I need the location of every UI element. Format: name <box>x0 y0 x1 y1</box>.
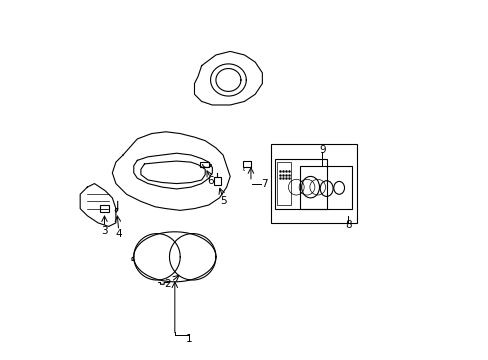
Bar <box>271 144 356 223</box>
Bar <box>242 161 250 167</box>
Text: 7: 7 <box>260 179 267 189</box>
Text: 9: 9 <box>318 145 325 155</box>
Text: 1: 1 <box>185 334 192 344</box>
Text: 8: 8 <box>344 220 351 230</box>
Bar <box>274 158 326 208</box>
Bar <box>100 205 108 212</box>
Text: 5: 5 <box>219 197 226 206</box>
Bar <box>299 166 351 208</box>
Bar <box>276 162 290 205</box>
Bar <box>214 177 220 185</box>
Text: 2: 2 <box>164 279 171 289</box>
Bar <box>200 162 208 167</box>
Text: 6: 6 <box>207 176 213 186</box>
Text: 4: 4 <box>115 229 122 239</box>
Text: 3: 3 <box>101 226 107 236</box>
